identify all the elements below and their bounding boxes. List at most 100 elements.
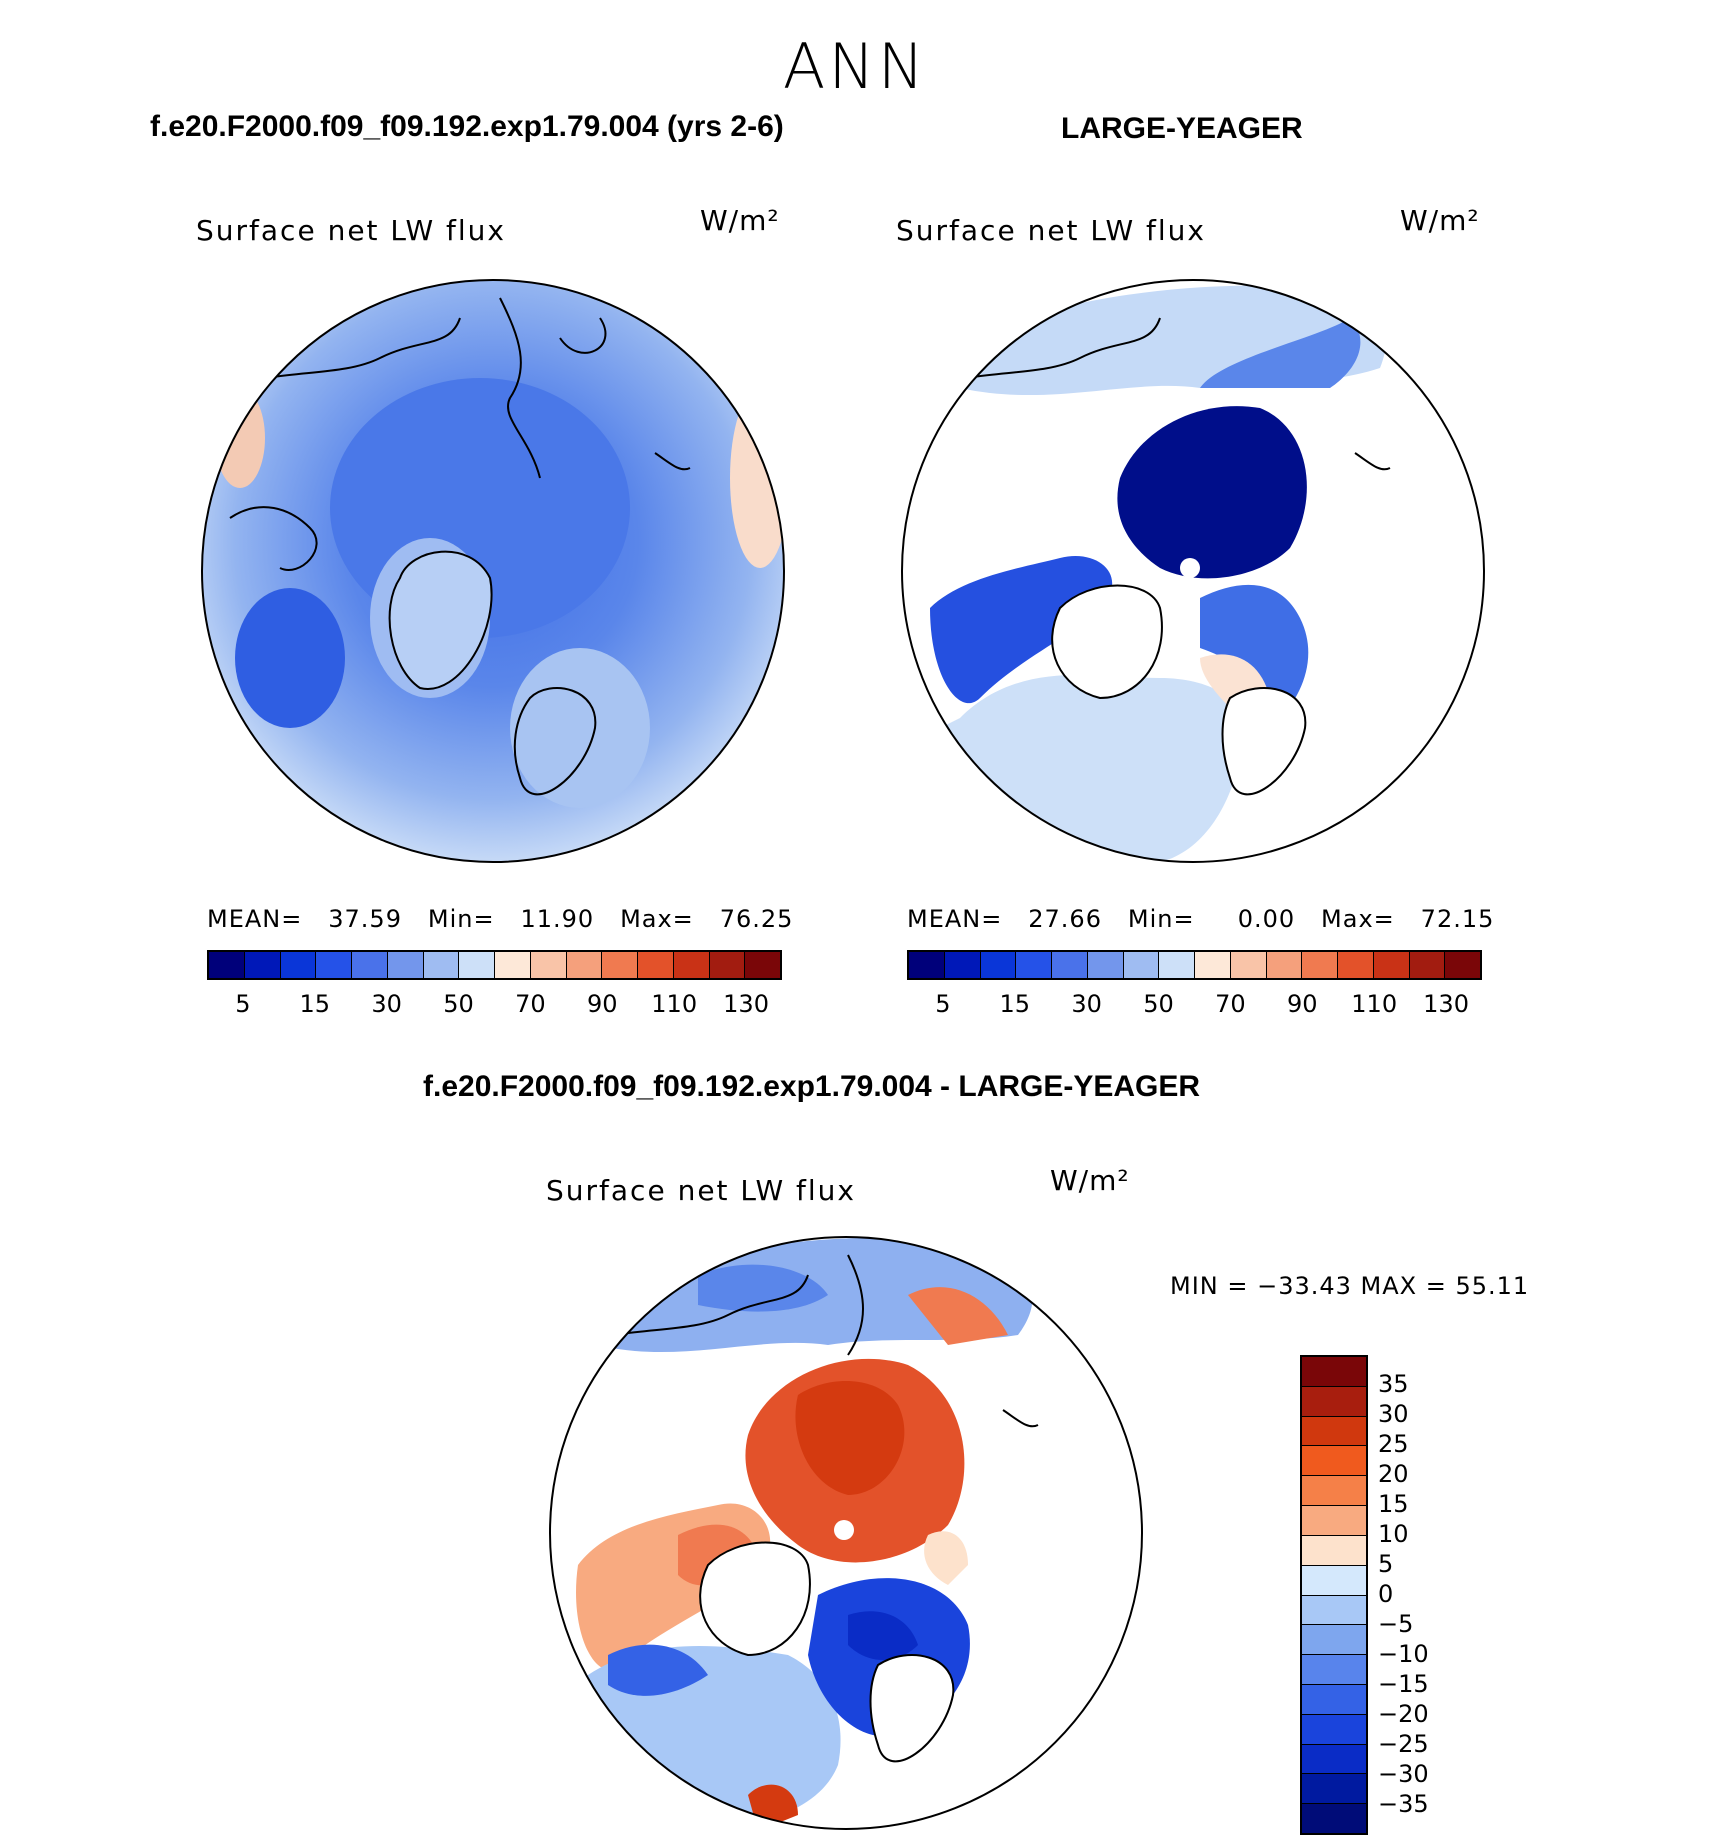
panel2-min-label: Min= xyxy=(1127,905,1195,933)
panel2-colorbar-box xyxy=(1266,952,1303,978)
panel2-colorbar-box xyxy=(1373,952,1410,978)
difference-colorbar-tick-label: −10 xyxy=(1378,1640,1429,1668)
panel2-colorbar-box xyxy=(1159,952,1195,978)
panel2-variable-title: Surface net LW flux xyxy=(896,214,1206,247)
difference-title: f.e20.F2000.f09_f09.192.exp1.79.004 - LA… xyxy=(423,1070,1201,1103)
panel1-colorbar-box xyxy=(209,952,245,978)
panel1-max-value: 76.25 xyxy=(719,905,794,933)
panel1-colorbar-tick-label: 130 xyxy=(723,990,769,1018)
difference-colorbar-box xyxy=(1302,1595,1366,1626)
panel1-colorbar-box xyxy=(244,952,281,978)
panel1-mean-value: 37.59 xyxy=(328,905,402,933)
difference-colorbar-tick-label: 35 xyxy=(1378,1370,1409,1398)
panel1-polar-map xyxy=(201,279,785,863)
panel1-min-label: Min= xyxy=(427,905,495,933)
panel2-stats: MEAN= 27.66 Min= 0.00 Max= 72.15 xyxy=(907,905,1494,933)
difference-colorbar-tick-label: −35 xyxy=(1378,1790,1429,1818)
panel2-polar-map xyxy=(901,279,1485,863)
panel2-colorbar-tick-label: 90 xyxy=(1287,990,1318,1018)
difference-colorbar-box xyxy=(1302,1357,1366,1387)
panel2-colorbar-box xyxy=(1409,952,1446,978)
panel1-colorbar xyxy=(207,950,782,980)
difference-colorbar-box xyxy=(1302,1506,1366,1536)
panel1-colorbar-tick-label: 15 xyxy=(299,990,331,1018)
panel1-colorbar-box xyxy=(602,952,638,978)
panel2-min-value: 0.00 xyxy=(1237,905,1296,933)
difference-colorbar-box xyxy=(1302,1655,1366,1685)
panel2-colorbar-tick-label: 30 xyxy=(1071,990,1102,1018)
panel1-case-title: f.e20.F2000.f09_f09.192.exp1.79.004 (yrs… xyxy=(150,110,784,143)
panel1-colorbar-box xyxy=(638,952,674,978)
panel1-units: W/m² xyxy=(700,204,780,237)
panel1-colorbar-tick-label: 70 xyxy=(515,990,546,1018)
panel2-mean-value: 27.66 xyxy=(1028,905,1102,933)
difference-colorbar-box xyxy=(1302,1476,1366,1507)
panel2-colorbar-box xyxy=(1302,952,1338,978)
difference-colorbar-tick-label: −25 xyxy=(1378,1730,1429,1758)
panel1-colorbar-box xyxy=(566,952,603,978)
panel2-colorbar-box xyxy=(1052,952,1088,978)
panel1-variable-title: Surface net LW flux xyxy=(196,214,506,247)
panel1-max-label: Max= xyxy=(620,905,694,933)
panel2-colorbar-tick-label: 130 xyxy=(1423,990,1469,1018)
panel2-colorbar xyxy=(907,950,1482,980)
difference-polar-map xyxy=(549,1236,1143,1830)
panel2-colorbar-tick-label: 5 xyxy=(935,990,951,1018)
panel1-colorbar-tick-label: 30 xyxy=(371,990,402,1018)
difference-colorbar-tick-label: 0 xyxy=(1378,1580,1394,1608)
panel2-colorbar-box xyxy=(1445,952,1480,978)
panel1-mean-label: MEAN= xyxy=(207,905,303,933)
difference-colorbar-tick-label: 30 xyxy=(1378,1400,1409,1428)
panel1-colorbar-box xyxy=(459,952,495,978)
panel1-stats: MEAN= 37.59 Min= 11.90 Max= 76.25 xyxy=(207,905,793,933)
panel1-colorbar-tick-label: 50 xyxy=(443,990,474,1018)
difference-min-max: MIN = −33.43 MAX = 55.11 xyxy=(1170,1272,1530,1300)
panel2-colorbar-box xyxy=(980,952,1017,978)
difference-colorbar-box xyxy=(1302,1386,1366,1417)
panel1-colorbar-box xyxy=(709,952,746,978)
panel1-colorbar-box xyxy=(423,952,460,978)
panel1-colorbar-box xyxy=(316,952,352,978)
difference-colorbar-box xyxy=(1302,1565,1366,1596)
difference-colorbar-box xyxy=(1302,1446,1366,1477)
difference-colorbar-tick-label: −20 xyxy=(1378,1700,1429,1728)
panel1-colorbar-box xyxy=(280,952,317,978)
panel1-colorbar-tick-label: 5 xyxy=(235,990,251,1018)
difference-colorbar-tick-label: −30 xyxy=(1378,1760,1429,1788)
panel1-colorbar-box xyxy=(530,952,567,978)
panel2-colorbar-box xyxy=(1195,952,1231,978)
panel1-colorbar-box xyxy=(745,952,780,978)
difference-colorbar-tick-label: −5 xyxy=(1378,1610,1414,1638)
difference-colorbar-box xyxy=(1302,1684,1366,1715)
panel2-colorbar-box xyxy=(1338,952,1374,978)
panel1-colorbar-box xyxy=(387,952,424,978)
panel2-max-value: 72.15 xyxy=(1420,905,1495,933)
panel2-colorbar-box xyxy=(1123,952,1160,978)
panel2-colorbar-tick-label: 110 xyxy=(1351,990,1398,1018)
panel2-colorbar-tick-label: 70 xyxy=(1215,990,1246,1018)
difference-colorbar-box xyxy=(1302,1416,1366,1447)
panel2-colorbar-box xyxy=(1016,952,1052,978)
panel2-max-label: Max= xyxy=(1321,905,1395,933)
panel1-colorbar-box xyxy=(352,952,388,978)
difference-colorbar-box xyxy=(1302,1804,1366,1833)
panel2-case-title: LARGE-YEAGER xyxy=(1061,112,1303,145)
panel2-colorbar-tick-label: 15 xyxy=(999,990,1031,1018)
difference-colorbar-tick-label: −15 xyxy=(1378,1670,1429,1698)
panel1-colorbar-box xyxy=(495,952,531,978)
panel3-variable-title: Surface net LW flux xyxy=(546,1174,856,1207)
panel2-colorbar-box xyxy=(944,952,981,978)
difference-colorbar-tick-label: 15 xyxy=(1378,1490,1409,1518)
difference-colorbar-tick-label: 20 xyxy=(1378,1460,1409,1488)
panel2-colorbar-tick-label: 50 xyxy=(1143,990,1174,1018)
panel2-units: W/m² xyxy=(1400,204,1480,237)
difference-colorbar-tick-label: 25 xyxy=(1378,1430,1409,1458)
difference-colorbar-box xyxy=(1302,1774,1366,1805)
difference-colorbar-tick-label: 10 xyxy=(1378,1520,1409,1548)
difference-colorbar xyxy=(1300,1355,1368,1835)
panel2-colorbar-box xyxy=(909,952,945,978)
difference-colorbar-box xyxy=(1302,1535,1366,1566)
difference-colorbar-box xyxy=(1302,1744,1366,1775)
panel3-units: W/m² xyxy=(1050,1164,1130,1197)
difference-colorbar-box xyxy=(1302,1625,1366,1656)
